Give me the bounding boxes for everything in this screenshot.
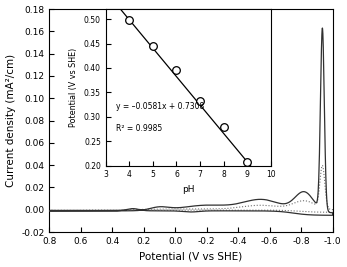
Text: R² = 0.9985: R² = 0.9985 [116, 124, 162, 133]
X-axis label: Potential (V vs SHE): Potential (V vs SHE) [139, 252, 243, 261]
Y-axis label: Current density (mA²/cm): Current density (mA²/cm) [6, 54, 16, 187]
Text: y = –0.0581x + 0.7308: y = –0.0581x + 0.7308 [116, 102, 204, 111]
Y-axis label: Potential (V vs SHE): Potential (V vs SHE) [69, 48, 78, 127]
X-axis label: pH: pH [182, 185, 195, 194]
